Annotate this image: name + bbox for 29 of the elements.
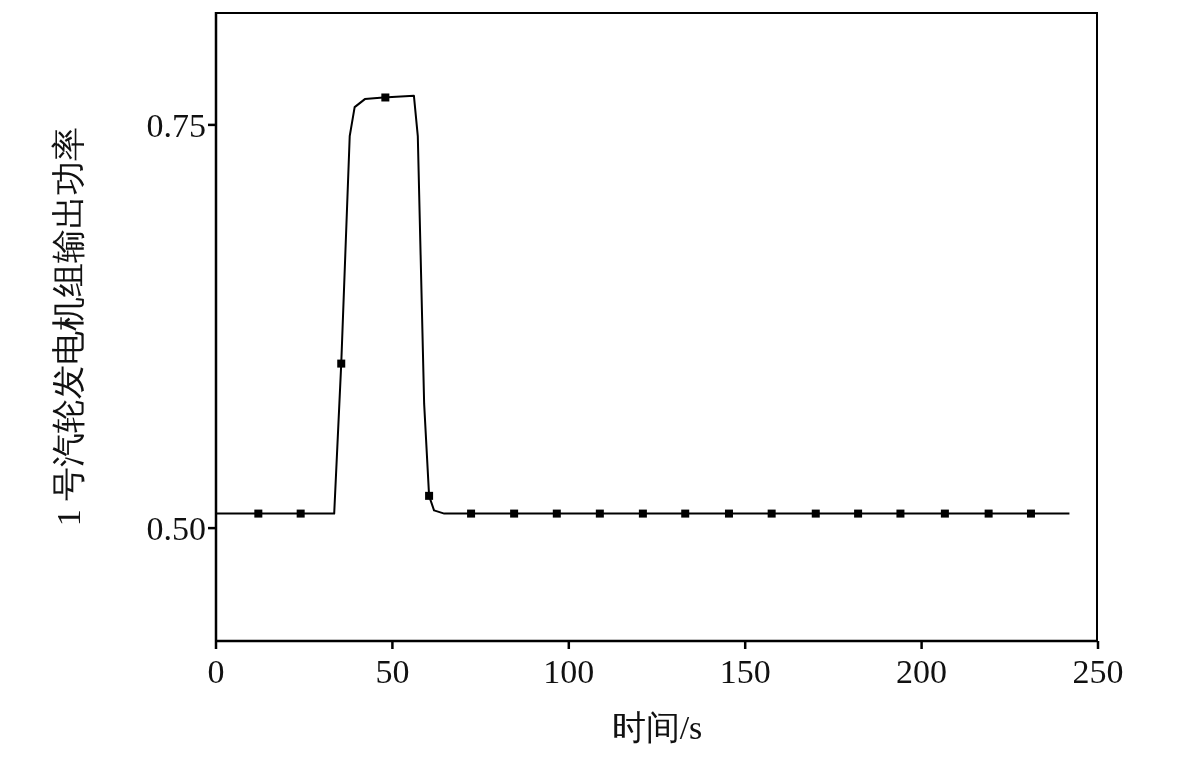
point (296, 509, 305, 518)
point (254, 509, 263, 518)
point (724, 509, 733, 518)
point (681, 509, 690, 518)
point (767, 509, 776, 518)
point (984, 509, 993, 518)
point (854, 509, 863, 518)
y-tick-label: 0.50 (146, 510, 206, 548)
point (381, 93, 390, 102)
point (896, 509, 905, 518)
point (595, 509, 604, 518)
x-tick-label: 150 (719, 653, 771, 691)
x-tick-label: 0 (207, 653, 225, 691)
point (337, 359, 346, 368)
point (510, 509, 519, 518)
x-tick-label: 50 (375, 653, 410, 691)
point (638, 509, 647, 518)
point (425, 491, 434, 500)
point (467, 509, 476, 518)
point (1026, 509, 1035, 518)
point (811, 509, 820, 518)
point (940, 509, 949, 518)
x-tick-label: 100 (543, 653, 595, 691)
y-axis-title: 1 号汽轮发电机组输出功率 (50, 126, 88, 527)
x-tick-label: 250 (1072, 653, 1124, 691)
y-tick-label: 0.75 (146, 106, 206, 144)
x-tick-label: 200 (896, 653, 948, 691)
x-axis-title: 时间/s (611, 709, 703, 746)
point (552, 509, 561, 518)
